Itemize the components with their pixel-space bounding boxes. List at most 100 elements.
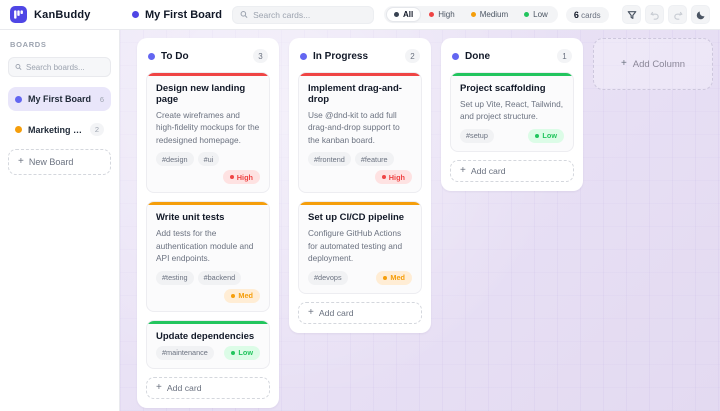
column-header: In Progress 2 <box>298 47 422 72</box>
search-icon <box>15 63 22 70</box>
column-header: To Do 3 <box>146 47 270 72</box>
card-title: Set up CI/CD pipeline <box>308 212 405 224</box>
card-list: Design new landing page Create wireframe… <box>146 72 270 369</box>
priority-bar <box>299 73 421 76</box>
priority-dot-icon <box>535 133 540 138</box>
priority-dot-icon <box>229 175 234 180</box>
priority-badge: Med <box>224 288 260 303</box>
redo-button[interactable] <box>668 5 687 24</box>
board-dot-icon <box>15 95 22 103</box>
board-dot-icon <box>15 126 22 133</box>
kanban-card[interactable]: Write unit tests Add tests for the authe… <box>146 201 270 312</box>
card-list: Project scaffolding Set up Vite, React, … <box>450 72 574 152</box>
add-column-button[interactable]: + Add Column <box>593 38 713 90</box>
cards-count-badge: 6 cards <box>565 6 609 23</box>
kanban-card[interactable]: Design new landing page Create wireframe… <box>146 72 270 194</box>
filter-button[interactable] <box>622 5 641 24</box>
add-card-button[interactable]: + Add card <box>298 301 422 324</box>
columns-container: To Do 3 Design new landing page Create w… <box>137 38 713 408</box>
card-tag: #testing <box>156 270 194 285</box>
priority-label: Med <box>390 273 405 283</box>
add-card-label: Add card <box>166 382 202 393</box>
kanban-card[interactable]: Set up CI/CD pipeline Configure GitHub A… <box>298 201 422 294</box>
cards-count-suffix: cards <box>578 10 601 20</box>
kanban-card[interactable]: Update dependencies #maintenance Low <box>146 319 270 369</box>
card-footer: #design #ui High <box>156 152 260 185</box>
priority-label: High <box>388 172 405 182</box>
card-tag: #setup <box>460 128 494 143</box>
board-search-input[interactable] <box>26 62 104 72</box>
board-search[interactable] <box>8 57 111 77</box>
priority-dot-icon <box>524 12 530 17</box>
priority-dot-icon <box>231 293 236 298</box>
kanban-card[interactable]: Project scaffolding Set up Vite, React, … <box>450 72 574 152</box>
header-actions <box>622 5 720 24</box>
boards-section-label: BOARDS <box>10 40 47 49</box>
card-footer: #devops Med <box>308 270 412 285</box>
priority-bar <box>147 73 269 76</box>
priority-badge: Low <box>528 128 564 143</box>
board-item-name: Marketing Camp... <box>28 124 84 135</box>
priority-filter[interactable]: High <box>422 8 461 21</box>
new-board-label: New Board <box>28 157 74 167</box>
add-card-label: Add card <box>470 165 506 176</box>
priority-dot-icon <box>394 12 400 17</box>
app-name: KanBuddy <box>34 8 91 21</box>
priority-dot-icon <box>383 275 388 280</box>
app-brand: KanBuddy <box>0 6 120 23</box>
card-footer: #testing #backend Med <box>156 270 260 303</box>
card-tag: #ui <box>197 152 220 167</box>
column-dot-icon <box>300 52 307 60</box>
priority-filter[interactable]: Medium <box>464 8 515 21</box>
funnel-icon <box>627 10 636 19</box>
column-dot-icon <box>148 52 155 60</box>
redo-icon <box>673 11 683 20</box>
priority-dot-icon <box>470 12 476 17</box>
add-card-button[interactable]: + Add card <box>146 376 270 399</box>
column-title: Done <box>465 50 490 62</box>
board-item-count: 6 <box>99 94 104 104</box>
sidebar-board-item[interactable]: My First Board 6 <box>8 87 111 111</box>
card-tag: #devops <box>308 270 348 285</box>
sidebar-board-item[interactable]: Marketing Camp... 2 <box>8 116 111 143</box>
filter-label: All <box>403 10 414 19</box>
kanban-logo-icon <box>10 6 27 23</box>
undo-button[interactable] <box>645 5 664 24</box>
card-search-input[interactable] <box>253 9 367 20</box>
board-canvas: To Do 3 Design new landing page Create w… <box>120 30 720 411</box>
plus-icon: + <box>18 156 24 167</box>
board-title: My First Board <box>145 8 223 21</box>
board-item-count: 2 <box>89 123 104 136</box>
card-title: Design new landing page <box>156 83 246 105</box>
theme-toggle-button[interactable] <box>691 5 710 24</box>
undo-icon <box>649 11 659 20</box>
add-card-button[interactable]: + Add card <box>450 159 574 182</box>
card-search[interactable] <box>232 5 375 24</box>
priority-bar <box>299 202 421 206</box>
plus-icon: + <box>460 164 466 176</box>
priority-bar <box>451 73 573 76</box>
new-board-button[interactable]: + New Board <box>8 149 111 175</box>
add-card-label: Add card <box>318 307 354 318</box>
priority-filter[interactable]: Low <box>517 8 555 21</box>
priority-badge: High <box>222 170 260 185</box>
kanban-column: Done 1 Project scaffolding Set up Vite, … <box>441 38 583 191</box>
card-title: Write unit tests <box>156 212 225 224</box>
priority-filter[interactable]: All <box>387 8 421 21</box>
column-title: To Do <box>161 50 189 62</box>
card-tag: #backend <box>197 270 242 285</box>
card-footer: #maintenance Low <box>156 345 260 360</box>
filter-label: Low <box>533 10 548 19</box>
priority-bar <box>147 202 269 206</box>
card-tag: #feature <box>354 152 394 167</box>
add-column-label: Add Column <box>632 58 686 70</box>
kanban-card[interactable]: Implement drag-and-drop Use @dnd-kit to … <box>298 72 422 194</box>
column-count-badge: 3 <box>253 49 268 63</box>
card-tag: #maintenance <box>156 345 214 360</box>
priority-dot-icon <box>429 12 435 17</box>
priority-badge: Low <box>224 345 260 360</box>
column-count-badge: 1 <box>557 49 572 63</box>
column-dot-icon <box>452 52 459 60</box>
priority-label: High <box>236 172 253 182</box>
board-dot-icon <box>132 11 139 18</box>
